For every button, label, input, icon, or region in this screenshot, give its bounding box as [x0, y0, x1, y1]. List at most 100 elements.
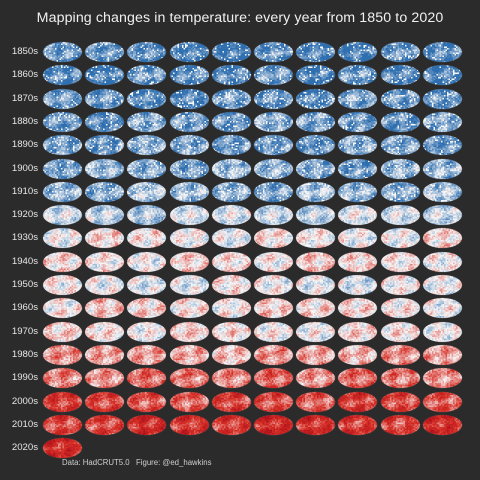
year-map-1908: [380, 158, 420, 179]
decade-label: 1930s: [11, 232, 38, 244]
decade-label: 2010s: [11, 418, 38, 430]
year-map-1971: [85, 321, 125, 342]
year-map-2015: [254, 414, 293, 435]
year-map-1953: [169, 275, 209, 295]
year-map-1941: [85, 251, 125, 272]
year-map-1901: [85, 158, 125, 179]
year-map-1993: [169, 368, 209, 389]
year-map-1983: [169, 344, 209, 365]
year-map-1986: [296, 344, 336, 365]
year-map-1904: [211, 158, 251, 179]
year-map-1918: [380, 181, 420, 202]
year-map-1895: [254, 135, 293, 156]
year-map-1921: [85, 205, 125, 226]
year-map-1961: [85, 298, 125, 319]
year-map-1923: [169, 205, 209, 226]
decade-label: 1920s: [11, 209, 38, 221]
year-map-1968: [380, 298, 420, 319]
year-map-1893: [169, 135, 209, 156]
year-map-2017: [338, 414, 378, 435]
data-credit: Data: HadCRUT5.0: [62, 458, 130, 467]
year-map-1866: [296, 65, 336, 86]
year-map-1855: [254, 42, 293, 62]
year-map-1910: [43, 181, 82, 202]
year-map-1871: [85, 88, 125, 109]
year-map-1948: [380, 251, 420, 272]
year-map-1930: [43, 228, 82, 249]
year-map-1933: [169, 228, 209, 249]
decade-label: 1900s: [11, 162, 38, 174]
year-map-1945: [254, 251, 293, 272]
year-map-1990: [43, 368, 82, 389]
decade-label: 1960s: [11, 302, 38, 314]
year-map-1991: [85, 368, 125, 389]
year-map-1924: [211, 205, 251, 226]
year-map-1926: [296, 205, 336, 226]
year-map-1960: [43, 298, 82, 319]
year-map-1914: [211, 181, 251, 202]
year-map-1932: [127, 228, 167, 249]
year-map-1951: [85, 275, 125, 295]
year-map-1891: [85, 135, 125, 156]
year-map-2009: [422, 391, 462, 412]
year-map-1950: [43, 275, 82, 295]
year-map-1907: [338, 158, 378, 179]
year-map-1857: [338, 42, 378, 62]
year-map-1879: [422, 88, 462, 109]
year-map-1974: [211, 321, 251, 342]
year-map-1894: [211, 135, 251, 156]
year-map-1955: [254, 275, 293, 295]
year-map-1870: [43, 88, 82, 109]
year-map-1967: [338, 298, 378, 319]
year-map-2004: [211, 391, 251, 412]
year-map-2020: [43, 438, 82, 459]
year-map-1978: [380, 321, 420, 342]
year-map-1887: [338, 111, 378, 132]
year-map-2003: [169, 391, 209, 412]
year-map-1876: [296, 88, 336, 109]
year-map-1984: [211, 344, 251, 365]
year-map-1864: [211, 65, 251, 86]
year-map-2002: [127, 391, 167, 412]
year-map-1982: [127, 344, 167, 365]
year-map-1853: [169, 42, 209, 62]
year-map-1850: [43, 42, 82, 62]
year-map-1916: [296, 181, 336, 202]
year-map-1937: [338, 228, 378, 249]
year-map-1934: [211, 228, 251, 249]
year-map-1970: [43, 321, 82, 342]
year-map-1884: [211, 111, 251, 132]
year-map-1964: [211, 298, 251, 319]
year-map-1874: [211, 88, 251, 109]
year-map-1939: [422, 228, 462, 249]
year-map-1936: [296, 228, 336, 249]
year-map-1958: [380, 275, 420, 295]
year-map-2013: [169, 414, 209, 435]
decade-label: 1980s: [11, 348, 38, 360]
year-map-1885: [254, 111, 293, 132]
year-map-1880: [43, 111, 82, 132]
year-map-1952: [127, 275, 167, 295]
year-map-1909: [422, 158, 462, 179]
year-map-1919: [422, 181, 462, 202]
year-map-1956: [296, 275, 336, 295]
year-map-1959: [422, 275, 462, 295]
year-map-1873: [169, 88, 209, 109]
year-map-1942: [127, 251, 167, 272]
year-map-2006: [296, 391, 336, 412]
decade-label: 1860s: [11, 69, 38, 81]
year-map-1865: [254, 65, 293, 86]
year-map-2011: [85, 414, 125, 435]
year-map-1929: [422, 205, 462, 226]
year-map-2012: [127, 414, 167, 435]
year-map-1946: [296, 251, 336, 272]
year-map-1935: [254, 228, 293, 249]
year-map-1856: [296, 42, 336, 62]
year-map-1903: [169, 158, 209, 179]
year-map-1962: [127, 298, 167, 319]
year-map-1938: [380, 228, 420, 249]
decade-label: 1970s: [11, 325, 38, 337]
year-map-1881: [85, 111, 125, 132]
year-map-1949: [422, 251, 462, 272]
year-map-1922: [127, 205, 167, 226]
